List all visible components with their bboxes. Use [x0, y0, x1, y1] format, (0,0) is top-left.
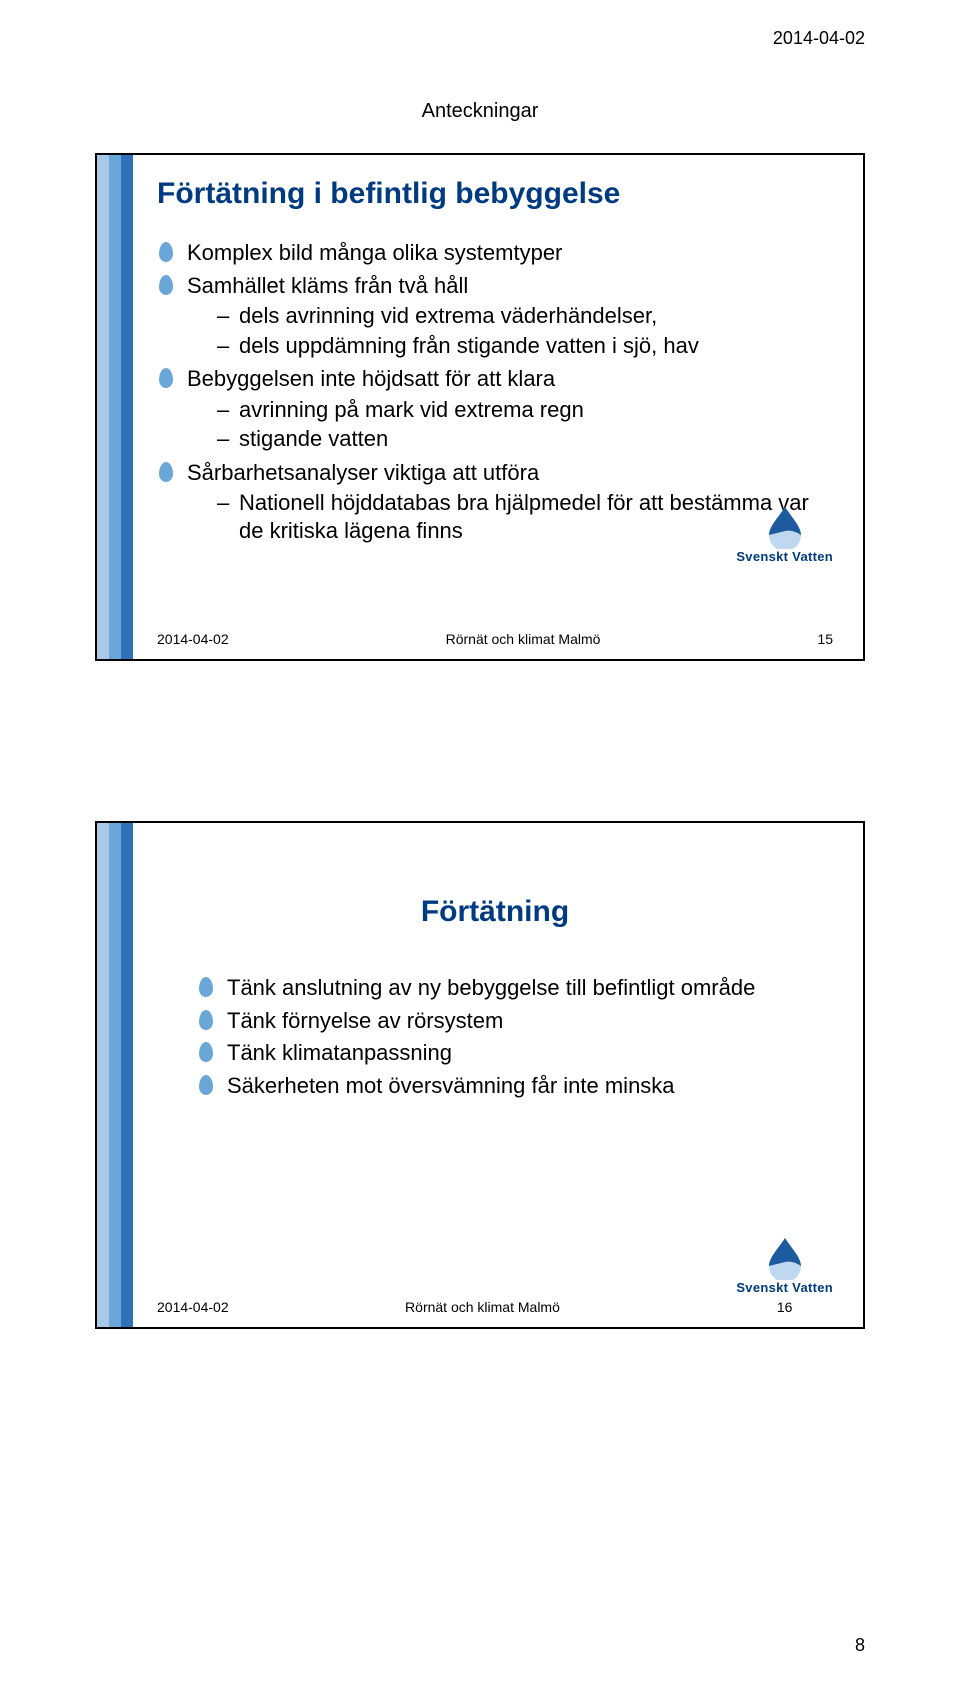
sub-item: avrinning på mark vid extrema regn — [217, 396, 833, 424]
drop-icon — [763, 505, 807, 549]
stripe — [109, 155, 121, 659]
footer-right: Svenskt Vatten 16 — [736, 1236, 833, 1315]
bullet-text: Samhället kläms från två håll — [187, 273, 468, 298]
bullet-text: Tänk förnyelse av rörsystem — [227, 1008, 503, 1033]
slide-1: Förtätning i befintlig bebyggelse Komple… — [95, 153, 865, 661]
side-stripes — [97, 155, 133, 659]
slide-content: Förtätning Tänk anslutning av ny bebygge… — [157, 845, 833, 1267]
sub-item: dels avrinning vid extrema väderhändelse… — [217, 302, 833, 330]
slide-2: Förtätning Tänk anslutning av ny bebygge… — [95, 821, 865, 1329]
brand-logo: Svenskt Vatten — [736, 1236, 833, 1295]
bullet-text: Sårbarhetsanalyser viktiga att utföra — [187, 460, 539, 485]
stripe — [121, 823, 133, 1327]
drop-icon — [763, 1236, 807, 1280]
sub-list: avrinning på mark vid extrema regnstigan… — [187, 396, 833, 453]
footer-date: 2014-04-02 — [157, 631, 229, 647]
bullet-item: Säkerheten mot översvämning får inte min… — [197, 1072, 793, 1101]
bullet-list: Komplex bild många olika systemtyper Samh… — [157, 239, 833, 544]
slide-number: 16 — [736, 1299, 833, 1315]
stripe — [109, 823, 121, 1327]
footer-right: 15 — [817, 629, 833, 647]
stripe — [97, 155, 109, 659]
sub-list: dels avrinning vid extrema väderhändelse… — [187, 302, 833, 359]
bullet-text: Tänk klimatanpassning — [227, 1040, 452, 1065]
slide-number: 15 — [817, 631, 833, 647]
page-number: 8 — [855, 1635, 865, 1656]
bullet-item: Bebyggelsen inte höjdsatt för att klara a… — [157, 365, 833, 453]
slide-title: Förtätning i befintlig bebyggelse — [157, 177, 833, 211]
bullet-item: Tänk anslutning av ny bebyggelse till be… — [197, 974, 793, 1003]
side-stripes — [97, 823, 133, 1327]
document-page: 2014-04-02 Anteckningar Förtätning i bef… — [0, 0, 960, 1684]
footer-center: Rörnät och klimat Malmö — [229, 631, 818, 647]
bullet-item: Komplex bild många olika systemtyper — [157, 239, 833, 268]
slide-title: Förtätning — [157, 895, 833, 929]
stripe — [121, 155, 133, 659]
bullet-item: Sårbarhetsanalyser viktiga att utföraNat… — [157, 459, 833, 545]
slide-footer: 2014-04-02 Rörnät och klimat Malmö Svens… — [157, 1236, 833, 1315]
bullet-item: Tänk förnyelse av rörsystem — [197, 1007, 793, 1036]
bullet-text: Säkerheten mot översvämning får inte min… — [227, 1073, 675, 1098]
header-date: 2014-04-02 — [773, 28, 865, 49]
brand-text: Svenskt Vatten — [736, 1280, 833, 1295]
bullet-text: Bebyggelsen inte höjdsatt för att klara — [187, 366, 555, 391]
bullet-text: Tänk anslutning av ny bebyggelse till be… — [227, 975, 755, 1000]
bullet-item: Tänk klimatanpassning — [197, 1039, 793, 1068]
sub-item: stigande vatten — [217, 425, 833, 453]
slide-content: Förtätning i befintlig bebyggelse Komple… — [157, 177, 833, 599]
bullet-list: Tänk anslutning av ny bebyggelse till be… — [197, 974, 793, 1100]
brand-text: Svenskt Vatten — [736, 549, 833, 564]
stripe — [97, 823, 109, 1327]
footer-center: Rörnät och klimat Malmö — [229, 1299, 737, 1315]
brand-logo: Svenskt Vatten — [736, 505, 833, 564]
slide-footer: 2014-04-02 Rörnät och klimat Malmö 15 — [157, 629, 833, 647]
footer-date: 2014-04-02 — [157, 1299, 229, 1315]
notes-heading: Anteckningar — [95, 100, 865, 123]
sub-item: dels uppdämning från stigande vatten i s… — [217, 332, 833, 360]
bullet-text: Komplex bild många olika systemtyper — [187, 240, 562, 265]
bullet-item: Samhället kläms från två håll dels avrinn… — [157, 272, 833, 360]
